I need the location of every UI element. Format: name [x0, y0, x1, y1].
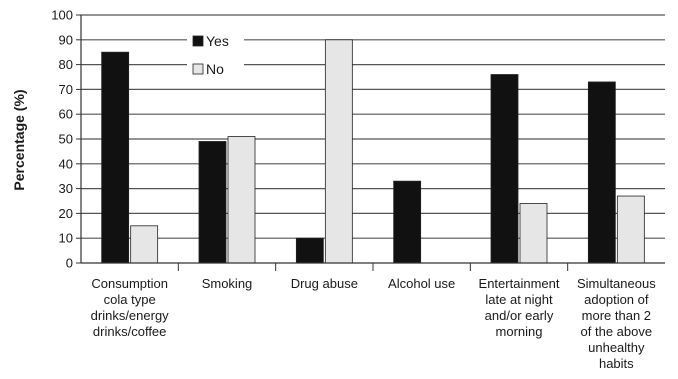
category-label: Alcohol use: [388, 276, 455, 291]
axes: [80, 15, 665, 271]
bar-no-1: [130, 225, 159, 264]
y-tick-label: 90: [59, 32, 73, 47]
category-label: unhealthy: [588, 340, 645, 355]
y-tick-label: 60: [59, 107, 73, 122]
y-tick-label: 100: [51, 8, 73, 23]
y-tick-label: 70: [59, 82, 73, 97]
category-label: Drug abuse: [291, 276, 358, 291]
category-label: and/or early: [485, 308, 554, 323]
y-tick-label: 50: [59, 132, 73, 147]
category-label: drinks/coffee: [93, 324, 166, 339]
y-tick-label: 0: [66, 256, 73, 271]
bars: [101, 39, 645, 264]
category-label: adoption of: [584, 292, 649, 307]
bar-yes-1: [101, 51, 130, 264]
category-label: morning: [496, 324, 543, 339]
category-label: late at night: [485, 292, 553, 307]
y-tick-label: 10: [59, 231, 73, 246]
y-tick-label: 80: [59, 57, 73, 72]
y-tick-label: 30: [59, 181, 73, 196]
category-label: Consumption: [91, 276, 168, 291]
category-label: Entertainment: [479, 276, 560, 291]
category-label: more than 2: [582, 308, 651, 323]
category-label: cola type: [104, 292, 156, 307]
gridlines: [81, 14, 665, 239]
category-label: Smoking: [202, 276, 253, 291]
bar-no-5: [519, 203, 548, 264]
category-label: of the above: [581, 324, 653, 339]
bar-no-2: [227, 136, 256, 264]
bar-no-6: [616, 195, 645, 264]
legend-swatch-yes: [192, 35, 204, 47]
category-label: drinks/energy: [91, 308, 170, 323]
category-label: Simultaneous: [577, 276, 656, 291]
legend-label-yes: Yes: [206, 33, 229, 49]
y-axis-title: Percentage (%): [11, 89, 27, 190]
legend-label-no: No: [206, 61, 224, 77]
bar-yes-2: [198, 141, 227, 264]
y-tick-label: 20: [59, 206, 73, 221]
legend-swatch-no: [192, 63, 204, 75]
bar-yes-6: [587, 81, 616, 264]
bar-yes-5: [490, 74, 519, 264]
y-tick-label: 40: [59, 156, 73, 171]
bar-no-3: [324, 39, 353, 264]
bar-yes-3: [295, 237, 324, 264]
y-tick-labels: 0 10 20 30 40 50 60 70 80 90 100: [51, 8, 81, 271]
bar-yes-4: [393, 180, 422, 264]
legend: Yes No: [187, 28, 244, 80]
category-label: habits: [599, 356, 634, 371]
